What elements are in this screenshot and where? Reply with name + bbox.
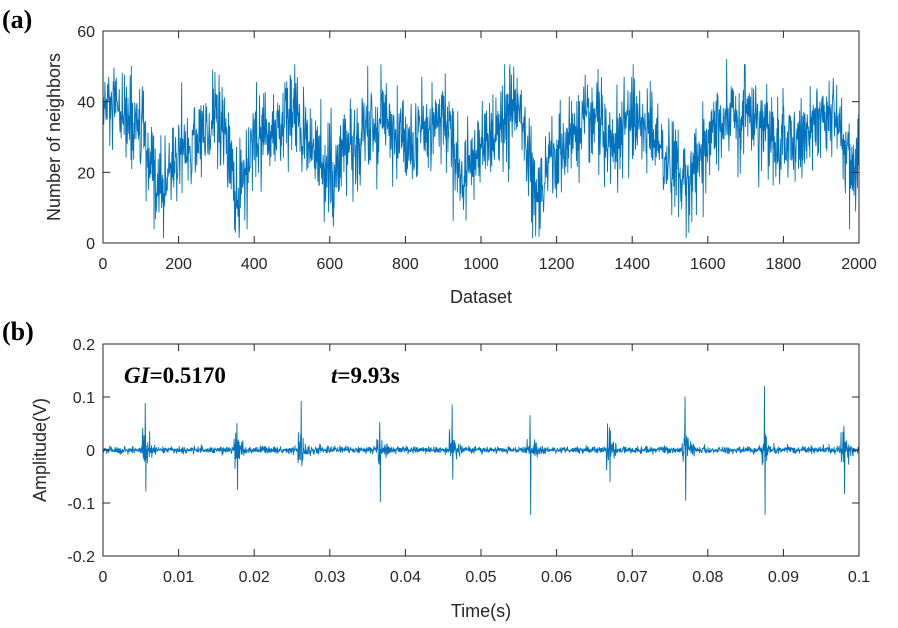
panel-a-xtick-label: 1800 [766, 256, 802, 273]
gi-annotation-value: =0.5170 [150, 363, 226, 388]
panel-b-xtick-label: 0.01 [163, 569, 194, 586]
panel-a-ytick-label: 60 [77, 24, 95, 41]
panel-a-series-line [102, 58, 860, 239]
panel-b-xlabel: Time(s) [451, 601, 511, 621]
panel-a-label: (a) [2, 5, 32, 34]
panel-b: (b) 0 0.01 0.02 0.03 0.04 0.05 0.06 0.07 0.08 0.0… [2, 317, 870, 621]
panel-a-ytick-label: 20 [77, 165, 95, 182]
panel-b-ytick-label: 0.2 [73, 337, 95, 354]
panel-b-xtick-label: 0.06 [541, 569, 572, 586]
panel-a-xtick-label: 1400 [614, 256, 650, 273]
t-annotation-value: =9.93s [337, 363, 399, 388]
panel-b-xtick-label: 0.09 [768, 569, 799, 586]
panel-a-xtick-label: 1200 [539, 256, 575, 273]
panel-b-xtick-label: 0.1 [848, 569, 870, 586]
panel-b-xtick-label: 0.05 [465, 569, 496, 586]
panel-b-series [102, 385, 860, 516]
panel-b-ytick-label: -0.2 [67, 549, 95, 566]
gi-annotation-label: GI [124, 363, 151, 388]
panel-a-ylabel: Number of neighbors [44, 53, 64, 221]
panel-b-xtick-label: 0.03 [314, 569, 345, 586]
t-annotation-label: t [331, 363, 338, 388]
panel-a-ytick-label: 0 [86, 236, 95, 253]
panel-b-xtick-label: 0.04 [390, 569, 421, 586]
panel-a-xtick-label: 600 [316, 256, 343, 273]
t-annotation: t=9.93s [331, 363, 400, 388]
panel-a-xtick-label: 400 [241, 256, 268, 273]
panel-a-xtick-label: 800 [392, 256, 419, 273]
panel-a-xtick-label: 200 [165, 256, 192, 273]
panel-a-xtick-label: 0 [99, 256, 108, 273]
panel-a-xtick-label: 1600 [690, 256, 726, 273]
panel-a-xtick-label: 1000 [463, 256, 499, 273]
panel-b-ytick-label: -0.1 [67, 496, 95, 513]
panel-b-ylabel: Amplitude(V) [30, 398, 50, 502]
panel-a: (a) 0 200 400 600 800 1000 1200 1400 1600 1800 200… [2, 5, 877, 307]
panel-b-xtick-label: 0.08 [692, 569, 723, 586]
panel-b-xtick-label: 0.07 [617, 569, 648, 586]
panel-b-ytick-label: 0 [86, 443, 95, 460]
panel-b-ticks: 0 0.01 0.02 0.03 0.04 0.05 0.06 0.07 0.08 0.09 0.1… [67, 337, 870, 586]
panel-b-xtick-label: 0 [99, 569, 108, 586]
panel-a-xlabel: Dataset [450, 287, 512, 307]
panel-a-plot-area [103, 31, 859, 243]
gi-annotation: GI=0.5170 [124, 363, 226, 388]
panel-a-ticks: 0 200 400 600 800 1000 1200 1400 1600 1800 2000 0 20… [77, 24, 877, 273]
panel-a-ytick-label: 40 [77, 95, 95, 112]
panel-b-ytick-label: 0.1 [73, 390, 95, 407]
panel-a-xtick-label: 2000 [841, 256, 877, 273]
panel-b-label: (b) [2, 317, 34, 346]
panel-b-series-line [102, 385, 860, 516]
panel-a-series [102, 58, 860, 239]
panel-b-xtick-label: 0.02 [239, 569, 270, 586]
